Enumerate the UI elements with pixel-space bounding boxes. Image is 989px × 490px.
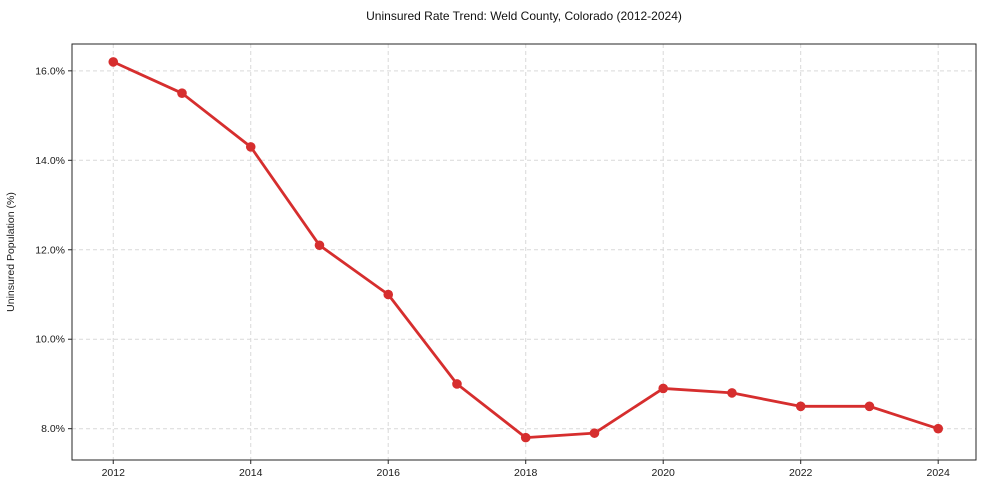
data-point	[452, 379, 462, 389]
x-tick-label: 2012	[102, 467, 126, 479]
data-point	[589, 428, 600, 438]
data-point	[314, 240, 325, 251]
x-tick-label: 2016	[377, 467, 401, 479]
data-point	[177, 88, 187, 99]
data-point	[383, 289, 394, 300]
data-point	[727, 388, 737, 398]
data-point	[520, 432, 531, 443]
data-point	[108, 57, 119, 67]
y-tick-label: 12.0%	[35, 244, 65, 256]
x-tick-label: 2014	[239, 467, 263, 479]
y-axis-label: Uninsured Population (%)	[5, 192, 17, 312]
data-point	[933, 423, 943, 434]
data-point	[864, 401, 875, 412]
data-point	[245, 142, 256, 152]
x-tick-label: 2022	[789, 467, 813, 479]
y-tick-label: 8.0%	[41, 423, 65, 435]
data-point	[795, 401, 806, 412]
x-tick-label: 2018	[514, 467, 538, 479]
y-tick-label: 10.0%	[35, 334, 65, 346]
y-tick-label: 16.0%	[35, 65, 65, 77]
x-tick-label: 2020	[652, 467, 676, 479]
plot-border	[71, 43, 977, 461]
x-tick-label: 2024	[927, 467, 951, 479]
chart-title: Uninsured Rate Trend: Weld County, Color…	[366, 9, 682, 23]
data-point	[658, 383, 669, 394]
y-tick-label: 14.0%	[35, 155, 65, 167]
